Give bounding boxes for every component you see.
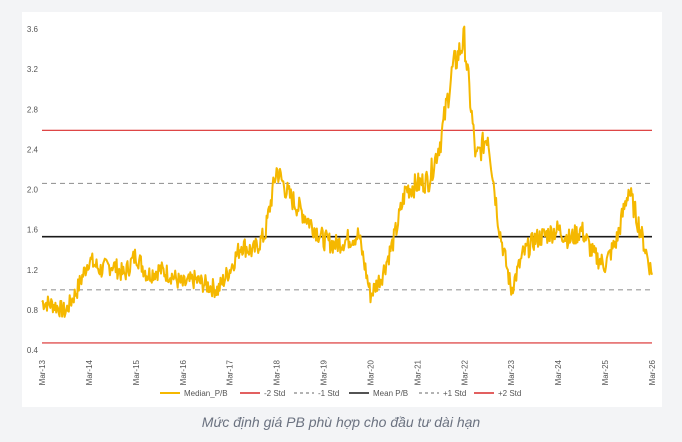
x-tick-label: Mar-26 <box>648 359 657 385</box>
y-tick-label: 0.4 <box>27 346 39 355</box>
x-tick-label: Mar-18 <box>273 359 282 385</box>
y-tick-label: 2.4 <box>27 145 39 154</box>
y-tick-label: 2.0 <box>27 186 39 195</box>
x-tick-label: Mar-23 <box>507 359 516 385</box>
legend-label: +2 Std <box>498 389 521 398</box>
x-tick-label: Mar-21 <box>413 359 422 385</box>
legend-item: Median_P/B <box>160 389 228 398</box>
legend-item: Mean P/B <box>349 389 408 398</box>
chart-card: 0.4 0.8 1.2 1.6 2.0 2.4 2.8 3.2 3.6 Mar-13 Mar-14 M… <box>22 12 662 407</box>
y-tick-label: 0.8 <box>27 306 39 315</box>
x-tick-label: Mar-19 <box>320 359 329 385</box>
legend: Median_P/B -2 Std -1 Std Mean P/B +1 Std +2 S… <box>160 389 521 398</box>
y-tick-label: 2.8 <box>27 105 39 114</box>
legend-item: -1 Std <box>294 389 339 398</box>
x-tick-label: Mar-22 <box>460 359 469 385</box>
y-tick-label: 3.6 <box>27 25 39 34</box>
x-tick-label: Mar-13 <box>38 359 47 385</box>
legend-label: Mean P/B <box>373 389 408 398</box>
y-tick-label: 1.2 <box>27 266 39 275</box>
x-tick-label: Mar-16 <box>179 359 188 385</box>
x-tick-label: Mar-24 <box>554 359 563 385</box>
x-tick-label: Mar-25 <box>601 359 610 385</box>
legend-label: -1 Std <box>318 389 339 398</box>
legend-item: +2 Std <box>474 389 521 398</box>
x-tick-label: Mar-15 <box>132 359 141 385</box>
y-tick-label: 1.6 <box>27 226 39 235</box>
x-tick-label: Mar-17 <box>226 359 235 385</box>
y-tick-label: 3.2 <box>27 65 39 74</box>
legend-label: Median_P/B <box>184 389 228 398</box>
legend-label: -2 Std <box>264 389 285 398</box>
legend-item: -2 Std <box>240 389 285 398</box>
pb-valuation-chart: 0.4 0.8 1.2 1.6 2.0 2.4 2.8 3.2 3.6 Mar-13 Mar-14 M… <box>27 25 657 398</box>
legend-label: +1 Std <box>443 389 466 398</box>
legend-item: +1 Std <box>419 389 466 398</box>
x-tick-label: Mar-14 <box>85 359 94 385</box>
chart-caption: Mức định giá PB phù hợp cho đầu tư dài h… <box>201 414 481 430</box>
x-tick-label: Mar-20 <box>366 359 375 385</box>
median-pb-line <box>41 25 653 318</box>
